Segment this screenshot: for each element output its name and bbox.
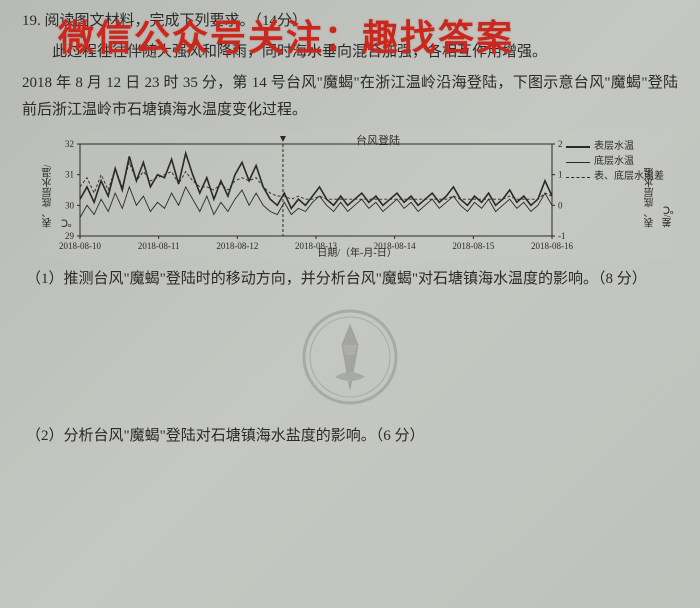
svg-text:32: 32 — [65, 139, 74, 149]
y-left-axis-label: 表、底层水温/℃ — [40, 163, 76, 228]
svg-text:1: 1 — [558, 170, 563, 180]
svg-text:2018-08-16: 2018-08-16 — [531, 241, 573, 251]
context-paragraph: 2018 年 8 月 12 日 23 时 35 分，第 14 号台风"魔蝎"在浙… — [22, 70, 678, 124]
legend-line-surface — [566, 146, 590, 148]
svg-text:2: 2 — [558, 139, 563, 149]
pen-logo-watermark — [300, 307, 400, 407]
svg-text:-1: -1 — [558, 231, 566, 241]
sub-question-1: （1）推测台风"魔蝎"登陆时的移动方向，并分析台风"魔蝎"对石塘镇海水温度的影响… — [22, 266, 678, 293]
svg-text:29: 29 — [65, 231, 75, 241]
svg-text:2018-08-12: 2018-08-12 — [216, 241, 258, 251]
x-axis-label: 日期/（年-月-日） — [317, 245, 396, 263]
legend-line-bottom — [566, 162, 590, 163]
watermark-overlay: 微信公众号关注：趣找答案 — [58, 6, 514, 71]
sub-question-2: （2）分析台风"魔蝎"登陆对石塘镇海水盐度的影响。（6 分） — [22, 423, 678, 450]
svg-text:2018-08-10: 2018-08-10 — [59, 241, 101, 251]
answer-space-1 — [22, 297, 678, 417]
landing-label: 台风登陆 — [356, 132, 400, 152]
svg-text:0: 0 — [558, 200, 563, 210]
temperature-chart: 表、底层水温/℃ 表、底层水温差/℃ 台风登陆 表层水温 底层水温 表、底层水温… — [42, 130, 672, 260]
legend-bottom: 底层水温 — [594, 155, 634, 169]
legend-surface: 表层水温 — [594, 140, 634, 154]
svg-text:2018-08-15: 2018-08-15 — [452, 241, 494, 251]
chart-legend: 表层水温 底层水温 表、底层水温差 — [566, 140, 664, 185]
legend-diff: 表、底层水温差 — [594, 170, 664, 184]
svg-text:2018-08-11: 2018-08-11 — [138, 241, 180, 251]
legend-line-diff — [566, 177, 590, 178]
question-number: 19. — [22, 13, 41, 29]
